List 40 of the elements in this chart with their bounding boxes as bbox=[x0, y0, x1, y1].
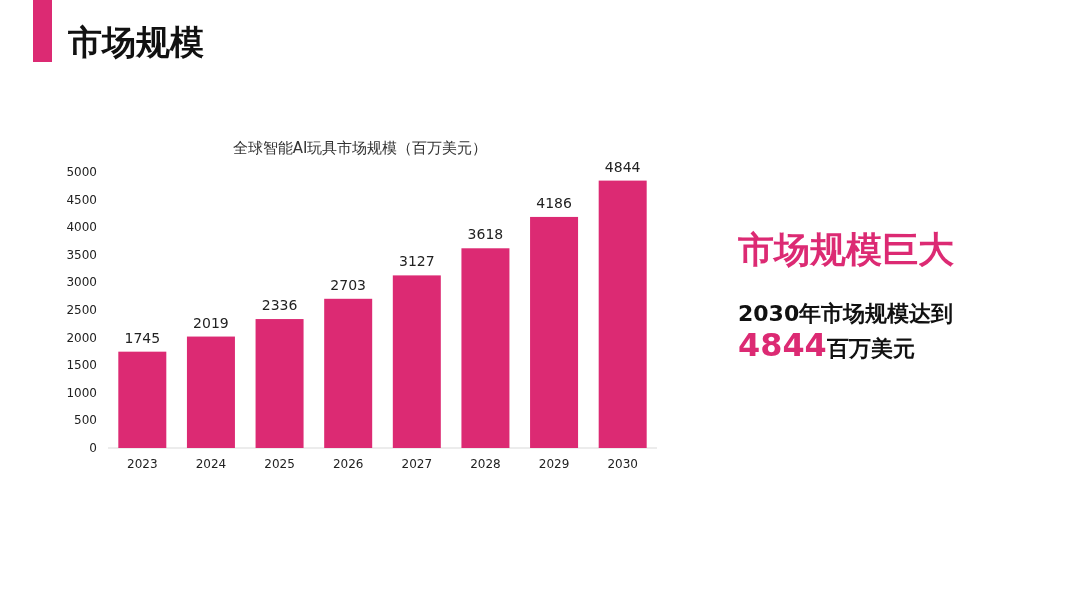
x-tick-label: 2027 bbox=[401, 457, 433, 471]
data-label: 1745 bbox=[124, 329, 161, 346]
chart-title: 市场规模 bbox=[67, 22, 204, 62]
y-tick-label: 0 bbox=[89, 441, 97, 455]
bar bbox=[324, 298, 373, 448]
y-tick-label: 500 bbox=[74, 413, 97, 428]
text: 4844百万美元 bbox=[738, 326, 915, 364]
x-tick-label: 2023 bbox=[127, 457, 158, 471]
text: 市场规模巨大 bbox=[738, 229, 954, 270]
x-tick-label: 2030 bbox=[607, 457, 638, 471]
text: 2030年市场规模达到 bbox=[738, 301, 954, 326]
data-label: 4844 bbox=[604, 158, 641, 175]
bar bbox=[118, 351, 167, 448]
y-tick-label: 1500 bbox=[66, 358, 97, 373]
x-tick-label: 2029 bbox=[538, 457, 570, 471]
bar bbox=[255, 319, 304, 448]
data-label: 2019 bbox=[193, 314, 229, 331]
data-label: 2336 bbox=[261, 297, 298, 314]
bar bbox=[530, 216, 579, 448]
data-label: 3127 bbox=[398, 253, 435, 270]
y-tick-label: 2500 bbox=[66, 303, 97, 317]
y-tick-label: 4500 bbox=[66, 192, 97, 207]
chart-subtitle: 全球智能AI玩具市场规模（百万美元） bbox=[232, 139, 488, 157]
y-tick-label: 3000 bbox=[66, 275, 97, 290]
y-tick-label: 3500 bbox=[66, 247, 97, 262]
bar bbox=[461, 248, 510, 448]
x-tick-label: 2028 bbox=[470, 457, 501, 471]
x-tick-label: 2024 bbox=[195, 457, 227, 471]
bar bbox=[186, 336, 235, 448]
x-tick-label: 2026 bbox=[332, 457, 364, 471]
y-tick-label: 2000 bbox=[66, 330, 97, 345]
y-tick-label: 4000 bbox=[66, 220, 97, 235]
data-label: 3618 bbox=[467, 226, 504, 243]
bar bbox=[392, 275, 441, 448]
data-label: 4186 bbox=[536, 194, 572, 211]
y-tick-label: 5000 bbox=[66, 165, 97, 179]
data-label: 2703 bbox=[330, 276, 367, 293]
x-tick-label: 2025 bbox=[264, 457, 295, 471]
y-tick-label: 1000 bbox=[66, 385, 97, 400]
bar bbox=[598, 180, 647, 448]
